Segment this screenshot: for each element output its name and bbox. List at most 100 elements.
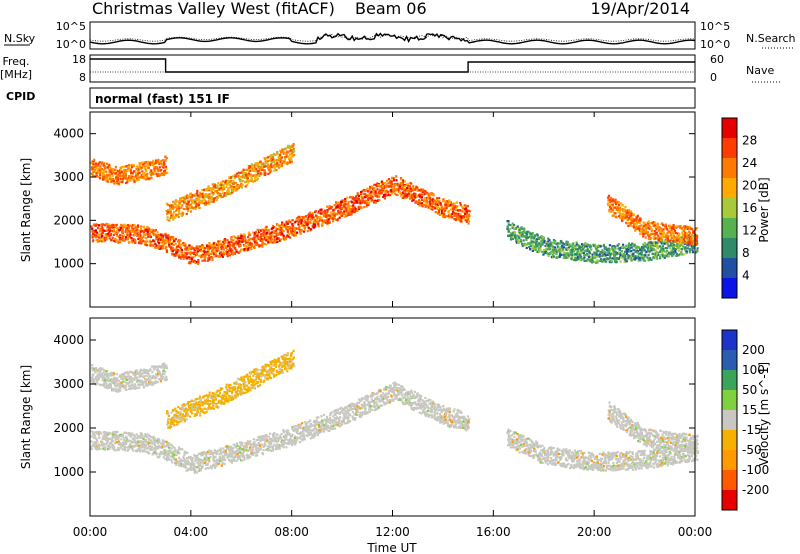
scatter-point-rising-band [219,192,222,196]
scatter-point-lower-band [142,240,145,243]
scatter-point-upper-band [143,161,146,164]
scatter-point-late-band [630,212,633,215]
scatter-point-lower-band [106,229,109,232]
scatter-point-evening-band [584,254,587,257]
scatter-point-lower-band [120,444,124,447]
scatter-point-lower-band [103,236,106,239]
scatter-point-late-band [622,215,625,218]
scatter-point-evening-band [513,231,516,235]
scatter-point-evening-band [689,247,692,251]
scatter-point-lower-band [325,213,328,216]
scatter-point-rising-band [247,174,251,177]
scatter-point-lower-band [322,210,325,214]
scatter-point-late-band [633,219,636,222]
scatter-point-rising-band [269,168,272,171]
scatter-point-rising-band [179,196,182,200]
scatter-point-evening-band [542,249,546,252]
scatter-point-lower-band [134,230,137,233]
scatter-point-lower-band [268,233,271,236]
scatter-point-lower-band [162,244,165,247]
scatter-point-upper-band [90,161,93,164]
scatter-point-lower-band [135,444,138,447]
scatter-point-lower-band [461,205,464,208]
scatter-point-rising-band [189,210,193,213]
scatter-point-evening-band [678,242,681,246]
scatter-point-lower-band [349,196,352,199]
scatter-point-lower-band [335,218,338,222]
scatter-point-lower-band [151,442,154,445]
scatter-point-lower-band [156,234,159,237]
scatter-point-lower-band [415,200,418,203]
scatter-point-lower-band [293,228,296,231]
scatter-point-lower-band [206,257,210,260]
scatter-point-upper-band [153,161,156,164]
scatter-point-lower-band [387,193,390,196]
scatter-point-lower-band [228,243,232,246]
scatter-point-lower-band [226,244,230,248]
scatter-point-lower-band [162,456,165,459]
scatter-point-late-band [645,225,648,228]
scatter-point-lower-band [447,211,450,214]
scatter-point-lower-band [306,214,309,217]
scatter-point-lower-band [389,194,392,197]
scatter-point-late-band [623,217,626,220]
scatter-point-evening-band [518,228,521,232]
scatter-point-lower-band [348,213,351,217]
scatter-point-lower-band [342,205,345,208]
scatter-point-lower-band [387,185,391,188]
scatter-point-rising-band [165,209,168,213]
scatter-point-evening-band [657,241,660,244]
scatter-point-evening-band [558,242,561,245]
scatter-point-evening-band [562,257,565,260]
scatter-point-lower-band [299,220,302,223]
scatter-point-lower-band [158,235,161,238]
scatter-point-evening-band [575,243,578,246]
scatter-point-lower-band [102,229,105,232]
scatter-point-lower-band [148,232,151,235]
scatter-point-lower-band [134,449,138,452]
scatter-point-evening-band [530,234,534,237]
scatter-point-rising-band [195,197,198,200]
scatter-point-lower-band [129,435,132,438]
scatter-point-lower-band [216,243,219,246]
scatter-point-lower-band [131,437,134,440]
scatter-point-evening-band [663,256,666,259]
scatter-point-lower-band [90,435,93,438]
scatter-point-lower-band [219,243,223,246]
scatter-point-rising-band [234,186,237,189]
scatter-point-evening-band [557,249,561,252]
scatter-point-late-band [680,242,683,245]
scatter-point-rising-band [191,195,194,198]
scatter-point-lower-band [232,235,235,238]
scatter-point-lower-band [169,245,172,248]
scatter-point-lower-band [157,242,161,245]
scatter-point-evening-band [539,249,542,252]
scatter-point-late-band [634,222,637,225]
scatter-point-lower-band [376,188,379,191]
scatter-point-upper-band [92,165,95,168]
scatter-point-lower-band [158,444,161,447]
scatter-point-lower-band [277,232,280,235]
scatter-point-rising-band [272,158,275,161]
scatter-point-rising-band [185,212,188,215]
scatter-point-lower-band [447,215,451,218]
scatter-point-evening-band [580,257,583,260]
scatter-point-evening-band [584,259,587,262]
scatter-point-lower-band [425,202,428,205]
scatter-point-upper-band [131,165,134,169]
scatter-point-lower-band [106,444,109,448]
scatter-point-rising-band [176,207,179,210]
scatter-point-upper-band [130,173,133,176]
scatter-point-upper-band [141,173,144,177]
scatter-point-rising-band [196,189,199,193]
scatter-point-lower-band [100,229,103,232]
scatter-point-rising-band [268,155,271,158]
scatter-point-rising-band [255,173,258,176]
scatter-point-rising-band [225,192,228,195]
scatter-point-evening-band [666,243,669,246]
scatter-point-rising-band [183,200,186,203]
scatter-point-evening-band [609,258,612,261]
scatter-point-lower-band [95,223,98,226]
scatter-point-lower-band [440,205,443,208]
scatter-point-rising-band [210,191,213,195]
